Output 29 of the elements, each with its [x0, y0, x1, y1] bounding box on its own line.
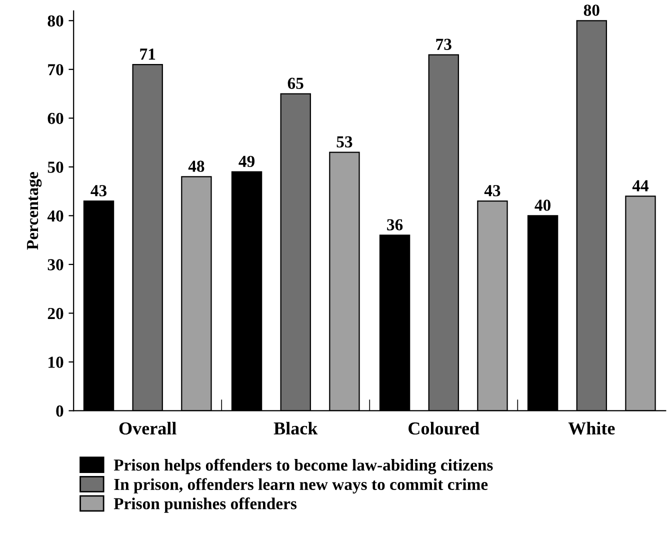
x-tick-label: Overall — [119, 422, 176, 435]
y-tick-label: 10 — [48, 356, 64, 368]
x-tick-label: Black — [274, 422, 318, 435]
y-tick-label: 0 — [56, 405, 64, 417]
data-label: 36 — [387, 219, 403, 230]
y-tick-label: 80 — [48, 15, 64, 27]
y-tick-label: 70 — [48, 64, 64, 76]
data-label: 40 — [534, 200, 550, 211]
y-tick-label: 60 — [48, 112, 64, 124]
y-tick-label: 20 — [48, 308, 64, 320]
y-tick-label: 40 — [47, 210, 64, 222]
y-tick-label: 50 — [48, 162, 64, 173]
data-label: 71 — [140, 48, 156, 60]
data-label: 73 — [436, 38, 452, 50]
data-label: 43 — [90, 185, 107, 196]
data-label: 80 — [584, 4, 600, 16]
data-label: 65 — [288, 78, 304, 89]
legend-label: In prison, offenders learn new ways to commit crime — [114, 478, 488, 494]
x-tick-label: White — [568, 422, 615, 435]
y-tick-label: 30 — [48, 259, 64, 270]
y-axis-title: Percentage — [27, 172, 42, 250]
data-label: 43 — [484, 185, 500, 196]
data-label: 49 — [238, 156, 254, 168]
legend-label: Prison punishes offenders — [114, 497, 297, 513]
x-tick-label: Coloured — [408, 422, 480, 435]
data-label: 48 — [188, 160, 204, 172]
legend-label: Prison helps offenders to become law-abiding citizens — [114, 458, 493, 474]
data-label: 44 — [632, 180, 649, 192]
data-label: 53 — [336, 136, 352, 148]
